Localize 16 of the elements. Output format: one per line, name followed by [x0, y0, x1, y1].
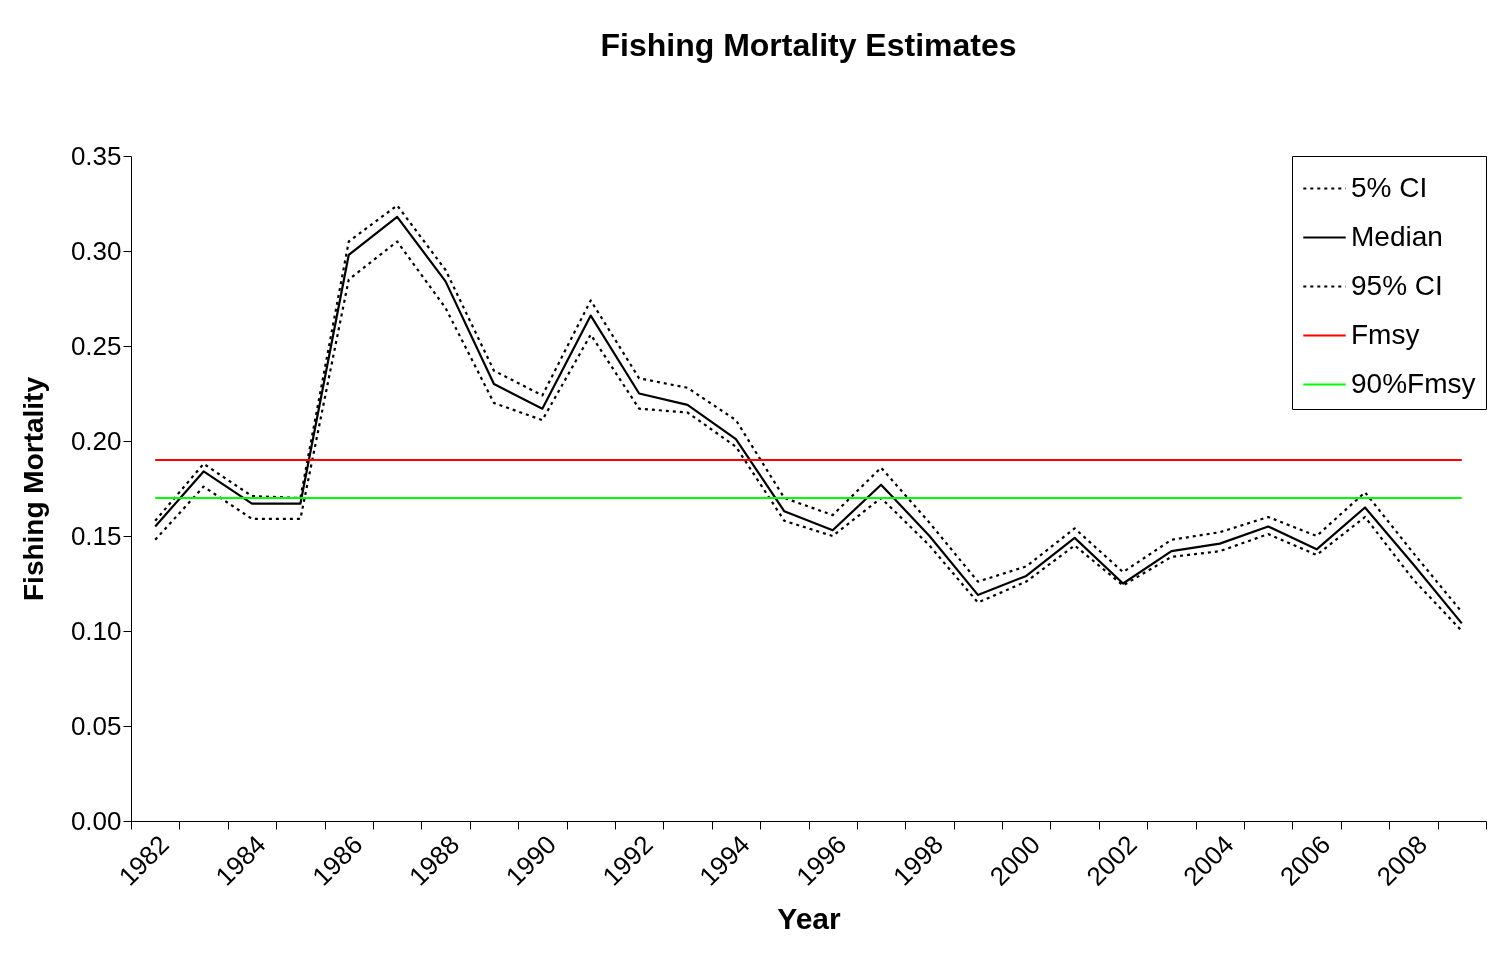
y-tick-label: 0.05	[70, 710, 122, 741]
legend-label: 5% CI	[1351, 171, 1428, 203]
legend-label: 90%Fmsy	[1351, 367, 1476, 399]
chart-title: Fishing Mortality Estimates	[600, 27, 1017, 63]
y-tick-label: 0.35	[70, 140, 122, 171]
y-tick-label: 0.25	[70, 330, 122, 361]
x-axis-title: Year	[777, 901, 842, 935]
y-tick-label: 0.00	[70, 805, 122, 836]
y-tick-label: 0.30	[70, 235, 122, 266]
legend-label: Median	[1351, 220, 1443, 252]
y-tick-label: 0.10	[70, 615, 122, 646]
y-tick-label: 0.15	[70, 520, 122, 551]
legend-label: 95% CI	[1351, 269, 1443, 301]
legend-label: Fmsy	[1351, 318, 1420, 350]
y-axis-title: Fishing Mortality	[17, 376, 49, 601]
y-tick-label: 0.20	[70, 425, 122, 456]
